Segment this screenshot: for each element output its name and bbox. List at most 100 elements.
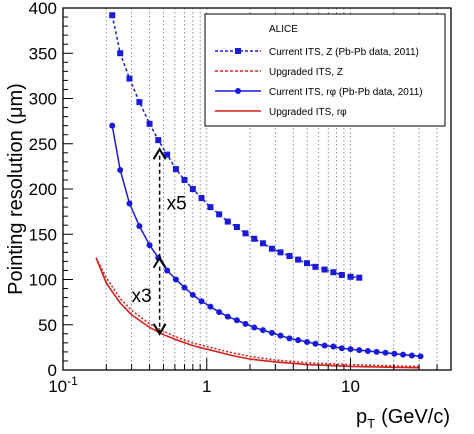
legend-entry-label: Upgraded ITS, Z <box>269 67 343 78</box>
data-point-circle <box>303 338 310 345</box>
data-point-circle <box>207 303 214 310</box>
series-line <box>95 257 420 369</box>
data-point-square <box>286 252 293 259</box>
data-point-circle <box>391 350 398 357</box>
data-point-square <box>155 137 162 144</box>
annotation-arrow-head-down <box>152 323 167 336</box>
legend-swatch-marker <box>235 48 241 54</box>
data-point-square <box>136 99 143 106</box>
x-tick-label: 10 <box>341 377 360 396</box>
data-point-square <box>259 240 266 247</box>
data-point-square <box>198 195 205 202</box>
data-point-circle <box>126 200 133 207</box>
data-point-square <box>172 166 179 173</box>
y-tick-label: 150 <box>29 225 57 244</box>
x-axis-title: pT (GeV/c) <box>356 406 450 431</box>
data-point-circle <box>189 291 196 298</box>
legend-box <box>204 13 446 127</box>
data-point-circle <box>338 345 345 352</box>
data-point-circle <box>198 298 205 305</box>
data-point-square <box>146 120 153 127</box>
legend-entry-label: Current ITS, rφ (Pb-Pb data, 2011) <box>269 87 423 98</box>
annotations: x5 x3 <box>132 147 187 336</box>
series-line <box>111 15 360 279</box>
data-point-square <box>164 151 171 158</box>
data-point-circle <box>417 353 424 360</box>
data-point-circle <box>356 347 363 354</box>
data-point-circle <box>400 351 407 358</box>
data-point-square <box>251 235 258 242</box>
data-point-square <box>295 256 302 263</box>
annotation-label: x5 <box>167 193 187 214</box>
data-point-circle <box>295 337 302 344</box>
data-point-circle <box>347 346 354 353</box>
data-point-circle <box>136 223 143 230</box>
data-point-square <box>126 75 133 82</box>
data-point-circle <box>330 343 337 350</box>
data-point-square <box>268 245 275 252</box>
data-point-circle <box>312 340 319 347</box>
annotation-label: x3 <box>132 286 152 307</box>
series-line <box>95 257 420 368</box>
data-point-circle <box>251 324 258 331</box>
series-line <box>111 125 421 358</box>
legend-swatch-marker <box>235 88 241 94</box>
data-point-square <box>207 204 214 211</box>
data-point-square <box>330 269 337 276</box>
x-axis-title-sub: T <box>367 416 375 431</box>
x-axis-title-unit: (GeV/c) <box>381 406 450 428</box>
data-point-square <box>312 263 319 270</box>
data-point-circle <box>277 332 284 339</box>
data-point-square <box>216 211 223 218</box>
data-point-circle <box>117 166 124 173</box>
data-point-circle <box>259 327 266 334</box>
series-group <box>95 12 424 369</box>
data-point-square <box>224 218 231 225</box>
x-axis-title-main: p <box>356 406 367 428</box>
data-point-circle <box>224 313 231 320</box>
data-point-circle <box>164 267 171 274</box>
x-tick-label: 10-1 <box>48 374 78 396</box>
data-point-square <box>356 274 363 281</box>
data-point-circle <box>216 309 223 316</box>
y-tick-label: 250 <box>29 135 57 154</box>
data-point-circle <box>286 335 293 342</box>
annotation-arrow-head <box>152 255 167 269</box>
data-point-square <box>303 260 310 267</box>
data-point-circle <box>268 329 275 336</box>
data-point-circle <box>408 352 415 359</box>
x-tick-label-main: 1 <box>202 377 211 396</box>
y-tick-label: 0 <box>48 361 57 380</box>
data-point-square <box>277 249 284 256</box>
data-point-square <box>109 12 116 19</box>
data-point-circle <box>364 347 371 354</box>
legend: ALICE Current ITS, Z (Pb-Pb data, 2011) Up… <box>204 13 446 127</box>
data-point-square <box>181 176 188 183</box>
legend-header: ALICE <box>269 24 298 35</box>
data-point-square <box>242 230 249 237</box>
x-tick-label-main: 10 <box>48 377 67 396</box>
x-tick-label-main: 10 <box>341 377 360 396</box>
annotation-arrow-head <box>152 147 167 160</box>
data-point-square <box>189 186 196 192</box>
y-tick-label: 100 <box>29 271 57 290</box>
x-tick-label: 1 <box>202 377 211 396</box>
legend-entry-label: Current ITS, Z (Pb-Pb data, 2011) <box>269 47 419 58</box>
data-point-square <box>338 271 345 278</box>
y-tick-label: 350 <box>29 44 57 63</box>
data-point-circle <box>242 320 249 327</box>
data-point-circle <box>382 349 389 356</box>
data-point-circle <box>181 284 188 291</box>
data-point-circle <box>172 276 179 283</box>
y-axis-title: Pointing resolution (μm) <box>5 83 27 295</box>
y-tick-label: 50 <box>38 316 57 335</box>
y-tick-label: 300 <box>29 90 57 109</box>
data-point-circle <box>146 242 153 249</box>
data-point-square <box>233 224 240 231</box>
data-point-square <box>117 50 124 57</box>
data-point-circle <box>109 122 116 129</box>
data-point-circle <box>321 342 328 349</box>
